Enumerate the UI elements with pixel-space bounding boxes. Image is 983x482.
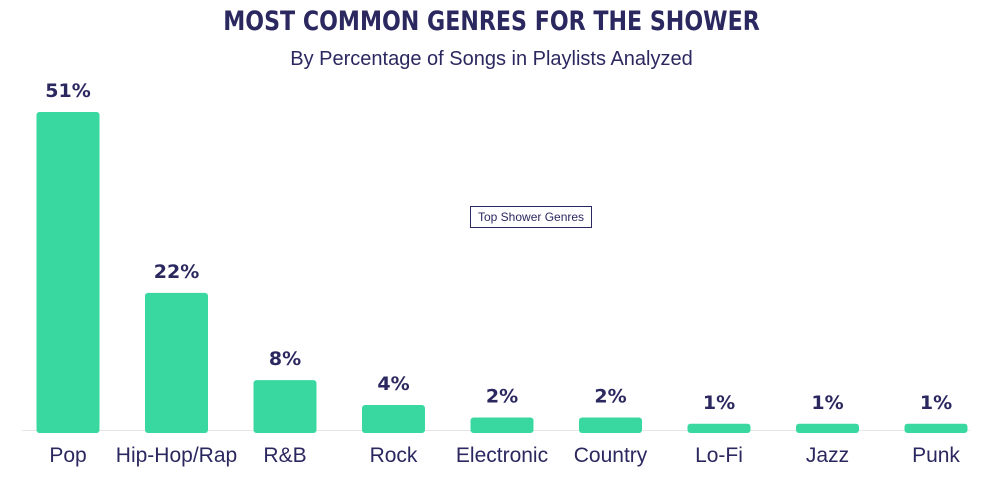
data-label: 2%	[486, 386, 518, 408]
data-label: 8%	[269, 348, 301, 370]
category-label: Jazz	[806, 444, 849, 467]
category-label: R&B	[263, 444, 306, 467]
bar-lo-fi	[687, 423, 751, 433]
bar-country	[579, 417, 642, 433]
bar-pop	[36, 112, 100, 433]
legend: Top Shower Genres	[470, 206, 593, 228]
bar-r-b	[253, 380, 317, 433]
category-label: Lo-Fi	[695, 444, 743, 467]
data-label: 2%	[594, 386, 626, 408]
category-label: Pop	[49, 444, 86, 467]
data-label: 4%	[377, 373, 409, 395]
category-label: Country	[574, 444, 648, 467]
bar-electronic	[470, 417, 534, 433]
category-label: Rock	[370, 444, 418, 467]
bar-jazz	[796, 423, 859, 433]
bar-rock	[362, 405, 425, 433]
bar-punk	[904, 423, 968, 433]
bar-hip-hop-rap	[145, 292, 208, 433]
category-label: Electronic	[456, 444, 548, 467]
data-label: 22%	[154, 261, 199, 283]
data-label: 1%	[703, 392, 735, 414]
category-label: Punk	[912, 444, 960, 467]
category-label: Hip-Hop/Rap	[116, 444, 237, 467]
data-label: 51%	[45, 80, 90, 102]
chart-title: MOST COMMON GENRES FOR THE SHOWER	[223, 6, 760, 37]
data-label: 1%	[811, 392, 843, 414]
data-label: 1%	[920, 392, 952, 414]
chart-subtitle: By Percentage of Songs in Playlists Anal…	[290, 48, 693, 70]
